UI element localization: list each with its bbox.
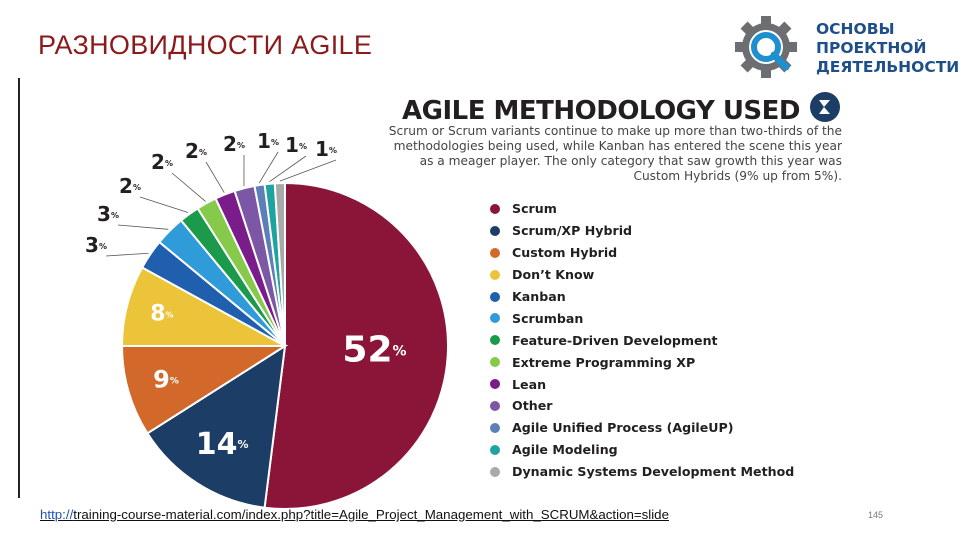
legend-swatch — [490, 466, 500, 477]
source-link-protocol: http:// — [40, 507, 74, 522]
legend-item: Scrum — [490, 198, 794, 220]
legend-label: Scrum/XP Hybrid — [512, 223, 633, 239]
pie-slice — [273, 181, 286, 347]
slice-value-label: 1% — [257, 129, 279, 153]
legend-label: Agile Modeling — [512, 442, 618, 458]
slice-value-label: 3% — [85, 233, 107, 257]
slice-value-label: 52% — [342, 330, 406, 371]
leader-line — [171, 172, 206, 202]
slice-value-label: 14% — [196, 427, 249, 462]
legend-item: Agile Modeling — [490, 439, 794, 461]
slice-value-label: 2% — [119, 174, 141, 198]
legend-item: Feature-Driven Development — [490, 329, 794, 351]
legend-item: Don’t Know — [490, 264, 794, 286]
slice-value-label: 2% — [185, 139, 207, 163]
logo-line: ПРОЕКТНОЙ — [816, 39, 927, 57]
legend-item: Extreme Programming XP — [490, 351, 794, 373]
slice-value-label: 2% — [223, 132, 245, 156]
pie-slice — [120, 345, 289, 435]
legend-swatch — [490, 291, 500, 302]
legend-label: Kanban — [512, 289, 566, 304]
slice-value-label: 2% — [151, 150, 173, 174]
legend-swatch — [490, 444, 500, 455]
legend-label: Don’t Know — [512, 267, 595, 283]
legend-label: Scrumban — [512, 310, 584, 326]
slice-value-label: 3% — [97, 202, 119, 226]
slide-title: РАЗНОВИДНОСТИ AGILE — [38, 30, 373, 60]
legend-label: Custom Hybrid — [512, 245, 618, 261]
legend-label: Agile Unified Process (AgileUP) — [512, 420, 734, 436]
leader-line — [258, 151, 279, 184]
logo: ОСНОВЫ ПРОЕКТНОЙ ДЕЯТЕЛЬНОСТИ — [730, 14, 959, 84]
legend-swatch — [490, 422, 500, 433]
chart-subtitle: Scrum or Scrum variants continue to make… — [388, 124, 842, 183]
legend-swatch — [490, 269, 500, 280]
source-link[interactable]: http://training-course-material.com/inde… — [40, 507, 669, 522]
leader-line — [117, 224, 169, 230]
slice-value-label: 1% — [285, 133, 307, 157]
legend-item: Scrum/XP Hybrid — [490, 220, 794, 242]
legend-label: Dynamic Systems Development Method — [512, 464, 795, 480]
legend-label: Lean — [512, 376, 547, 392]
legend-label: Extreme Programming XP — [512, 354, 696, 370]
leader-line — [205, 161, 225, 193]
leader-line — [269, 155, 307, 183]
logo-line: ОСНОВЫ — [816, 20, 895, 38]
slice-value-label: 1% — [315, 137, 337, 161]
legend-swatch — [490, 225, 500, 236]
badge-icon — [810, 92, 840, 122]
left-divider — [18, 78, 20, 498]
legend-item: Custom Hybrid — [490, 242, 794, 264]
legend-swatch — [490, 247, 500, 258]
leader-line — [279, 159, 337, 182]
legend-item: Lean — [490, 373, 794, 395]
pie-slice — [263, 181, 449, 510]
legend-item: Scrumban — [490, 307, 794, 329]
legend-item: Other — [490, 395, 794, 417]
legend-swatch — [490, 313, 500, 324]
legend-label: Scrum — [512, 201, 557, 217]
slice-value-label: 8% — [150, 301, 173, 326]
source-link-path: training-course-material.com/index.php?t… — [73, 507, 669, 522]
leader-line — [105, 252, 149, 257]
leader-line — [139, 196, 189, 213]
legend-item: Dynamic Systems Development Method — [490, 461, 794, 483]
slice-value-label: 9% — [153, 366, 179, 394]
legend-label: Feature-Driven Development — [512, 332, 718, 348]
chart-legend: Scrum Scrum/XP Hybrid Custom Hybrid Don’t K… — [490, 198, 794, 483]
page-number: 145 — [868, 510, 884, 520]
legend-label: Other — [512, 398, 553, 414]
legend-item: Kanban — [490, 286, 794, 308]
pie-slice — [145, 344, 287, 509]
logo-line: ДЕЯТЕЛЬНОСТИ — [816, 58, 960, 76]
legend-swatch — [490, 379, 500, 390]
chart-title: AGILE METHODOLOGY USED — [402, 96, 801, 126]
legend-item: Agile Unified Process (AgileUP) — [490, 417, 794, 439]
logo-text: ОСНОВЫ ПРОЕКТНОЙ ДЕЯТЕЛЬНОСТИ — [816, 20, 959, 77]
legend-swatch — [490, 357, 500, 368]
legend-swatch — [490, 400, 500, 411]
gear-magnifier-icon — [735, 16, 797, 78]
legend-swatch — [490, 203, 500, 214]
legend-swatch — [490, 335, 500, 346]
